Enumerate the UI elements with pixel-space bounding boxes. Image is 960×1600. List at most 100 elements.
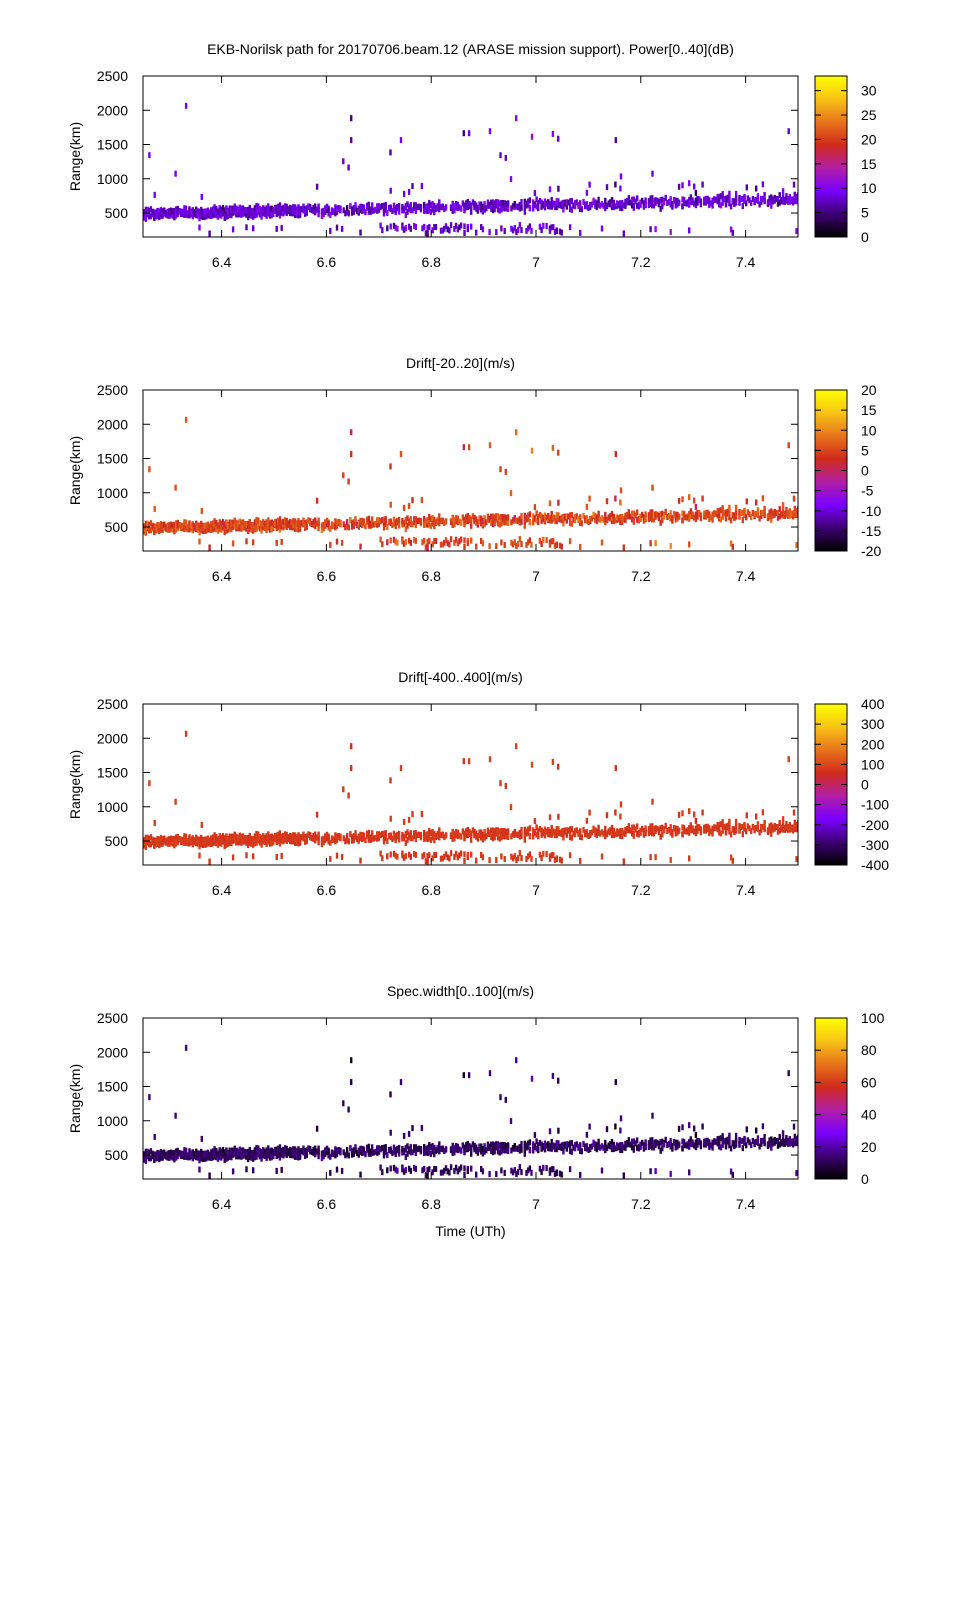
data-cell (364, 837, 367, 844)
data-cell (627, 509, 630, 516)
data-cell (329, 211, 332, 218)
data-cell (667, 512, 671, 519)
data-cell (200, 193, 203, 200)
data-cell (350, 1057, 353, 1064)
data-cell (423, 835, 426, 842)
data-cell (532, 1141, 535, 1148)
data-cell (662, 513, 666, 520)
data-cell (587, 205, 590, 211)
data-cell (684, 200, 687, 207)
plot-frame (142, 75, 799, 238)
data-cell (404, 539, 407, 546)
data-cell (406, 522, 409, 529)
data-cell (624, 1140, 627, 1147)
data-cell (503, 514, 506, 521)
data-cell (272, 521, 275, 527)
data-cell (731, 512, 734, 519)
data-cell (320, 1155, 324, 1162)
data-cell (411, 497, 414, 504)
data-cell (614, 181, 617, 188)
data-cell (486, 516, 490, 523)
data-cell (327, 1152, 330, 1159)
data-cell (188, 525, 191, 532)
data-cell (530, 855, 533, 862)
data-cell (317, 831, 320, 838)
data-cell (163, 207, 166, 214)
data-cell (200, 1148, 203, 1155)
data-cell (795, 193, 798, 200)
data-cell (143, 523, 146, 530)
data-cell (174, 520, 178, 527)
data-cell (579, 828, 582, 835)
data-cell (555, 204, 558, 211)
data-cell (280, 519, 283, 526)
data-cell (329, 525, 332, 532)
data-cell (453, 539, 456, 546)
data-cell (688, 825, 691, 832)
data-cell (260, 835, 263, 842)
data-cell (253, 1147, 257, 1154)
data-cell (464, 1145, 468, 1152)
data-cell (153, 819, 156, 826)
data-cell (778, 827, 781, 834)
data-cell (567, 199, 570, 206)
data-cell (397, 830, 401, 837)
data-cell (438, 1148, 441, 1155)
data-cell (156, 522, 159, 529)
data-cell (480, 1143, 483, 1150)
data-cell (787, 1070, 790, 1077)
data-cell (527, 201, 530, 208)
data-cell (594, 202, 597, 209)
data-cell (511, 517, 515, 524)
data-cell (250, 835, 253, 842)
data-cell (283, 1150, 287, 1157)
data-cell (726, 194, 729, 201)
data-cell (597, 829, 600, 836)
data-cell (473, 828, 476, 835)
data-cell (721, 819, 724, 826)
data-cell (255, 835, 258, 842)
data-cell (335, 224, 339, 231)
data-cell (738, 194, 741, 201)
data-cell (245, 207, 248, 214)
data-cell (721, 823, 724, 830)
x-tick-label: 6.4 (212, 254, 232, 270)
data-cell (236, 1149, 240, 1156)
data-cell (220, 520, 223, 527)
data-cell (278, 1148, 282, 1155)
data-cell (480, 834, 483, 841)
data-cell (588, 495, 591, 502)
data-cell (248, 209, 251, 216)
data-cell (386, 210, 389, 216)
data-cell (488, 829, 491, 836)
data-cell (401, 1146, 404, 1152)
data-cell (198, 215, 201, 222)
data-cell (788, 198, 791, 205)
data-cell (533, 829, 537, 836)
data-cell (550, 516, 553, 523)
data-cell (627, 827, 630, 834)
data-cell (548, 1169, 552, 1176)
data-cell (413, 850, 416, 857)
data-cell (394, 520, 397, 527)
data-cell (745, 1126, 748, 1133)
data-cell (302, 834, 305, 841)
data-cell (379, 1146, 382, 1153)
data-cell (719, 516, 723, 523)
data-cell (438, 199, 441, 206)
data-cell (255, 521, 258, 528)
data-cell (220, 212, 223, 219)
data-cell (588, 1123, 591, 1130)
data-cell (247, 206, 250, 213)
data-cell (454, 536, 458, 543)
data-cell (573, 1142, 577, 1149)
data-cell (463, 1165, 466, 1172)
data-cell (335, 1150, 339, 1157)
data-cell (307, 831, 310, 838)
data-cell (171, 1150, 174, 1157)
data-cell (652, 1140, 656, 1147)
data-cell (413, 536, 416, 543)
data-cell (538, 197, 542, 204)
data-cell (610, 200, 614, 207)
data-cell (205, 208, 208, 215)
